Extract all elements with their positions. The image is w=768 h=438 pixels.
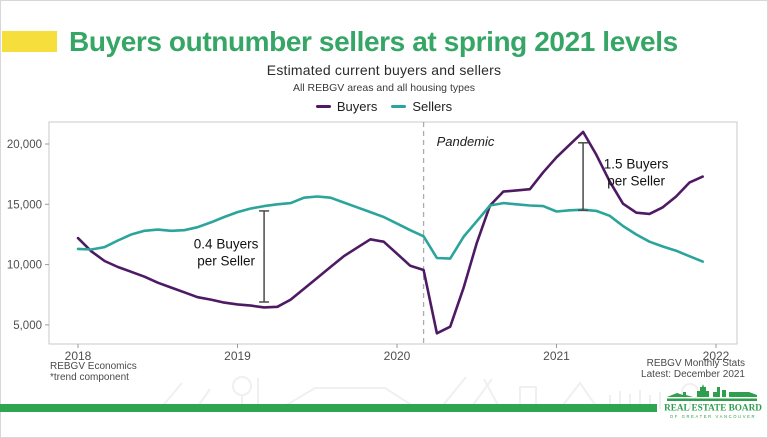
brand-bar (0, 404, 657, 412)
rebgv-logo: REAL ESTATE BOARD OF GREATER VANCOUVER (664, 384, 762, 419)
x-tick-label: 2022 (703, 349, 730, 363)
legend-sellers-label: Sellers (412, 99, 453, 114)
footnote-source-line1: REBGV Economics (50, 361, 137, 372)
line-chart: 5,000 10,000 15,000 20,000 2018 2019 2020 2021 2… (7, 121, 738, 363)
pandemic-label: Pandemic (437, 134, 495, 149)
x-tick-label: 2019 (224, 349, 251, 363)
footnote-source: REBGV Economics *trend component (50, 361, 137, 383)
accent-block (2, 31, 57, 52)
chart-subtitle: All REBGV areas and all housing types (292, 82, 476, 94)
y-tick-label: 5,000 (13, 320, 42, 332)
footnote-stats-line1: REBGV Monthly Stats (646, 358, 745, 369)
logo-vancouver-text: OF GREATER VANCOUVER (670, 414, 756, 419)
x-tick-label: 2021 (543, 349, 570, 363)
footnote-stats-line2: Latest: December 2021 (641, 369, 745, 380)
footnote-stats: REBGV Monthly Stats Latest: December 202… (641, 358, 745, 380)
ratio_high-errorbar (578, 142, 589, 212)
y-tick-label: 20,000 (7, 139, 42, 151)
ratio_low-label-line2: per Seller (197, 253, 255, 268)
page-title: Buyers outnumber sellers at spring 2021 … (69, 26, 678, 57)
y-tick-label: 15,000 (7, 199, 42, 211)
legend-item-buyers: Buyers (315, 99, 378, 114)
footnote-source-line2: *trend component (50, 372, 129, 383)
legend-buyers-label: Buyers (336, 99, 378, 114)
legend-item-sellers: Sellers (391, 99, 452, 114)
chart-title: Estimated current buyers and sellers (266, 62, 502, 78)
sellers-swatch-icon (391, 105, 407, 108)
ratio_high-label-line1: 1.5 Buyers (604, 157, 669, 172)
x-tick-label: 2020 (384, 349, 411, 363)
plot-panel (48, 121, 738, 345)
buyers-line (76, 130, 705, 335)
ratio_low-errorbar (259, 210, 270, 303)
logo-board-text: REAL ESTATE BOARD (664, 403, 762, 413)
logo-skyline-icon (667, 384, 757, 401)
sellers-line (76, 195, 705, 263)
y-tick-label: 10,000 (7, 260, 42, 272)
buyers-swatch-icon (315, 105, 331, 108)
chart-legend: Buyers Sellers (0, 99, 768, 114)
x-tick-label: 2018 (65, 349, 92, 363)
ratio_high-label-line2: per Seller (607, 174, 665, 189)
ratio_low-label-line1: 0.4 Buyers (194, 236, 259, 251)
